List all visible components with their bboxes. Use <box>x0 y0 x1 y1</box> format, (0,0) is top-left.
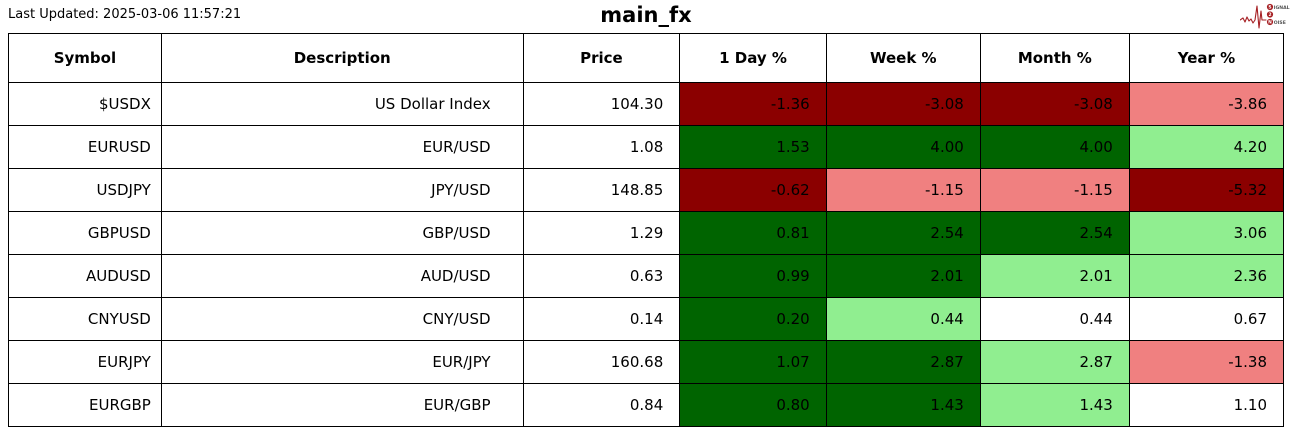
week-pct-cell: -3.08 <box>825 82 981 126</box>
symbol-cell: EURJPY <box>8 340 162 384</box>
price-cell: 0.84 <box>522 383 681 427</box>
month-pct-cell: 0.44 <box>979 297 1130 341</box>
table-header-row: Symbol Description Price 1 Day % Week % Month… <box>8 33 1285 83</box>
day-pct-cell: 0.81 <box>679 211 827 255</box>
year-pct-cell: 3.06 <box>1128 211 1285 255</box>
svg-text:OISE: OISE <box>1274 20 1286 26</box>
description-cell: AUD/USD <box>160 254 524 298</box>
last-updated-text: Last Updated: 2025-03-06 11:57:21 <box>8 7 242 22</box>
day-pct-cell: -1.36 <box>679 82 827 126</box>
month-pct-cell: 4.00 <box>979 125 1130 169</box>
svg-text:N: N <box>1268 20 1272 26</box>
table-row-audusd: AUDUSD AUD/USD 0.63 0.99 2.01 2.01 2.36 <box>8 254 1285 298</box>
year-pct-cell: 1.10 <box>1128 383 1285 427</box>
price-cell: 148.85 <box>522 168 681 212</box>
top-bar: Last Updated: 2025-03-06 11:57:21 main_f… <box>0 0 1292 33</box>
symbol-cell: USDJPY <box>8 168 162 212</box>
day-pct-cell: -0.62 <box>679 168 827 212</box>
svg-text:IGNAL: IGNAL <box>1274 5 1290 11</box>
month-pct-cell: -3.08 <box>979 82 1130 126</box>
week-pct-cell: 2.01 <box>825 254 981 298</box>
table-row-eurgbp: EURGBP EUR/GBP 0.84 0.80 1.43 1.43 1.10 <box>8 383 1285 427</box>
day-pct-cell: 0.99 <box>679 254 827 298</box>
week-pct-cell: 2.54 <box>825 211 981 255</box>
month-pct-cell: 2.54 <box>979 211 1130 255</box>
column-header-price: Price <box>522 33 681 83</box>
description-cell: EUR/GBP <box>160 383 524 427</box>
week-pct-cell: 2.87 <box>825 340 981 384</box>
ecg-waveform-icon <box>1240 5 1267 29</box>
description-cell: US Dollar Index <box>160 82 524 126</box>
description-cell: EUR/USD <box>160 125 524 169</box>
price-cell: 160.68 <box>522 340 681 384</box>
table-row-usdjpy: USDJPY JPY/USD 148.85 -0.62 -1.15 -1.15 -5.32 <box>8 168 1285 212</box>
table-row-usdx: $USDX US Dollar Index 104.30 -1.36 -3.08 -3.0… <box>8 82 1285 126</box>
symbol-cell: EURGBP <box>8 383 162 427</box>
column-header-year: Year % <box>1128 33 1285 83</box>
column-header-week: Week % <box>825 33 981 83</box>
symbol-cell: AUDUSD <box>8 254 162 298</box>
week-pct-cell: 0.44 <box>825 297 981 341</box>
price-cell: 1.08 <box>522 125 681 169</box>
price-cell: 104.30 <box>522 82 681 126</box>
table-row-cnyusd: CNYUSD CNY/USD 0.14 0.20 0.44 0.44 0.67 <box>8 297 1285 341</box>
price-cell: 0.14 <box>522 297 681 341</box>
year-pct-cell: 4.20 <box>1128 125 1285 169</box>
price-cell: 0.63 <box>522 254 681 298</box>
year-pct-cell: -5.32 <box>1128 168 1285 212</box>
week-pct-cell: 1.43 <box>825 383 981 427</box>
year-pct-cell: -3.86 <box>1128 82 1285 126</box>
signal-noise-logo: S IGNAL 2 N OISE <box>1240 3 1290 29</box>
column-header-1-day: 1 Day % <box>679 33 827 83</box>
svg-text:2: 2 <box>1268 12 1271 18</box>
week-pct-cell: 4.00 <box>825 125 981 169</box>
year-pct-cell: -1.38 <box>1128 340 1285 384</box>
fx-table: Symbol Description Price 1 Day % Week % Month… <box>8 33 1285 427</box>
page-title: main_fx <box>600 3 692 27</box>
month-pct-cell: 2.87 <box>979 340 1130 384</box>
symbol-cell: GBPUSD <box>8 211 162 255</box>
price-cell: 1.29 <box>522 211 681 255</box>
day-pct-cell: 0.20 <box>679 297 827 341</box>
month-pct-cell: 1.43 <box>979 383 1130 427</box>
month-pct-cell: 2.01 <box>979 254 1130 298</box>
column-header-description: Description <box>160 33 524 83</box>
svg-text:S: S <box>1268 5 1271 11</box>
symbol-cell: EURUSD <box>8 125 162 169</box>
column-header-symbol: Symbol <box>8 33 162 83</box>
day-pct-cell: 1.07 <box>679 340 827 384</box>
year-pct-cell: 2.36 <box>1128 254 1285 298</box>
day-pct-cell: 1.53 <box>679 125 827 169</box>
table-row-eurusd: EURUSD EUR/USD 1.08 1.53 4.00 4.00 4.20 <box>8 125 1285 169</box>
description-cell: JPY/USD <box>160 168 524 212</box>
day-pct-cell: 0.80 <box>679 383 827 427</box>
description-cell: CNY/USD <box>160 297 524 341</box>
column-header-month: Month % <box>979 33 1130 83</box>
week-pct-cell: -1.15 <box>825 168 981 212</box>
table-row-eurjpy: EURJPY EUR/JPY 160.68 1.07 2.87 2.87 -1.38 <box>8 340 1285 384</box>
description-cell: GBP/USD <box>160 211 524 255</box>
table-row-gbpusd: GBPUSD GBP/USD 1.29 0.81 2.54 2.54 3.06 <box>8 211 1285 255</box>
month-pct-cell: -1.15 <box>979 168 1130 212</box>
symbol-cell: $USDX <box>8 82 162 126</box>
description-cell: EUR/JPY <box>160 340 524 384</box>
year-pct-cell: 0.67 <box>1128 297 1285 341</box>
symbol-cell: CNYUSD <box>8 297 162 341</box>
